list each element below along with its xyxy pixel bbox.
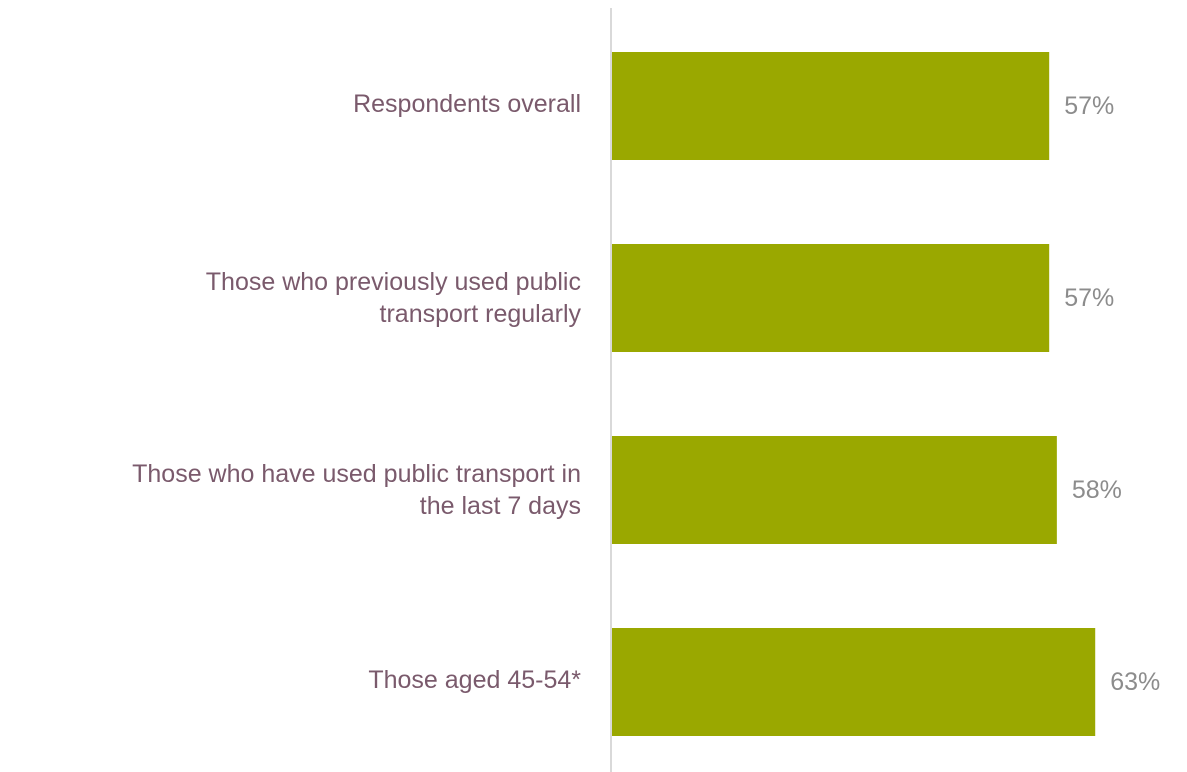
category-label-line: Those who previously used public <box>205 268 581 296</box>
category-label: Those who have used public transport in t… <box>0 458 581 522</box>
category-label-line: the last 7 days <box>419 492 581 520</box>
data-label: 57% <box>1064 284 1115 312</box>
category-label-line: Those who have used public transport in <box>132 460 581 488</box>
category-label: Respondents overall <box>0 88 581 120</box>
category-label-line: Those aged 45-54* <box>368 666 581 694</box>
category-label: Those who previously used public transpor… <box>0 266 581 330</box>
bar <box>612 244 1050 352</box>
data-label: 63% <box>1110 668 1161 696</box>
category-label: Those aged 45-54* <box>0 664 581 696</box>
data-label: 57% <box>1064 92 1115 120</box>
data-label: 58% <box>1071 476 1122 504</box>
bar <box>612 52 1050 160</box>
category-label-line: transport regularly <box>379 300 581 328</box>
bar <box>612 628 1096 736</box>
bar <box>612 436 1057 544</box>
category-label-line: Respondents overall <box>353 90 581 118</box>
